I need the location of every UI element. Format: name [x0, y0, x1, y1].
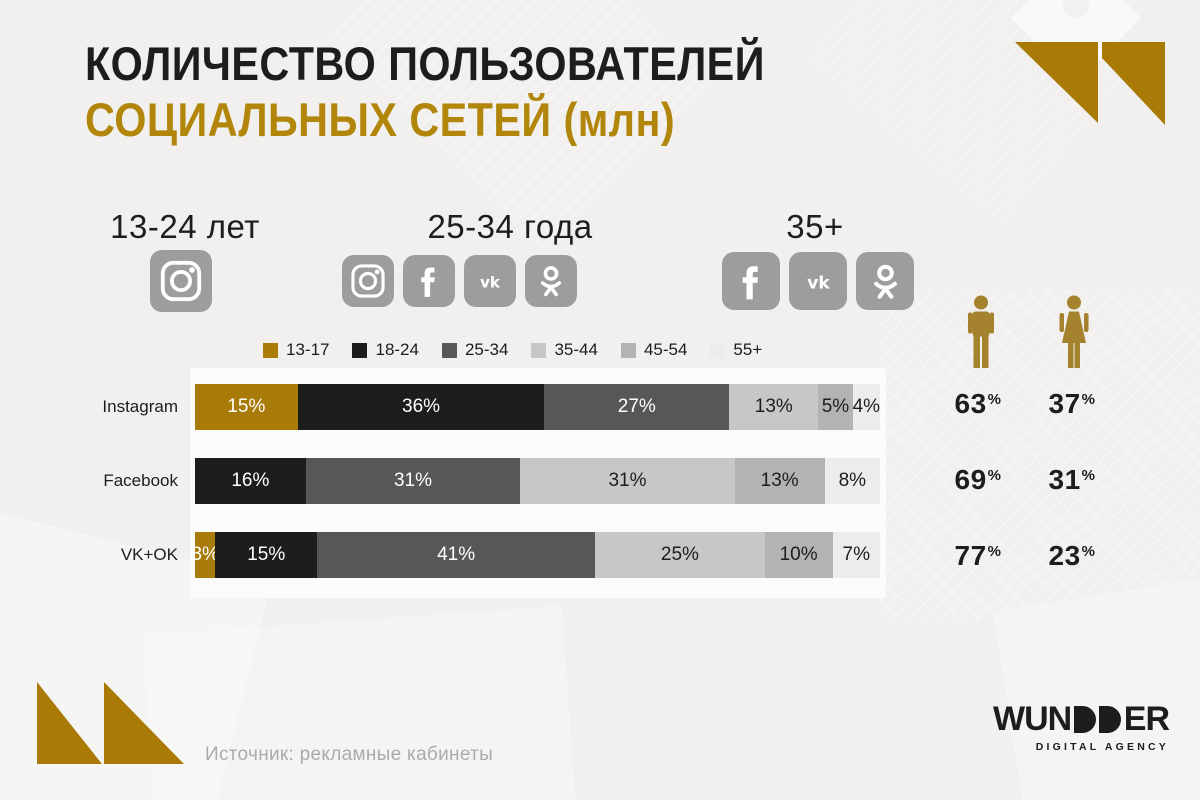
bar-row-label: VK+OK [120, 545, 178, 564]
bottom-left-arrow-right-sail [104, 682, 184, 764]
wunder-wordmark: WUN ER [993, 700, 1170, 739]
title-line-2: СОЦИАЛЬНЫХ СЕТЕЙ (млн) [85, 93, 676, 146]
legend-label: 25-34 [464, 340, 509, 359]
male-percent-VK+OK: 77% [954, 540, 1002, 571]
bar-row-Instagram: 15% 36% 27% 13% 5% 4% [195, 384, 880, 430]
legend-label: 35-44 [554, 340, 598, 359]
legend-swatch [352, 342, 368, 358]
wordmark-end: ER [1123, 700, 1170, 738]
legend-item-55+: 55+ [710, 340, 762, 360]
vk-icon: vk [464, 255, 516, 307]
facebook-icon [722, 252, 780, 310]
legend-item-18-24: 18-24 [352, 340, 419, 360]
legend-label: 13-17 [286, 340, 330, 359]
background-streaks [806, 0, 1134, 231]
wunder-logo: WUN ER DIGITAL AGENCY [993, 700, 1170, 753]
facebook-icon [403, 255, 455, 307]
background-photo-shape [142, 605, 578, 800]
bar-row-label: Instagram [102, 397, 178, 416]
age-icons-0 [150, 250, 212, 312]
title-line-1: КОЛИЧЕСТВО ПОЛЬЗОВАТЕЛЕЙ [85, 37, 765, 90]
legend-swatch [620, 342, 636, 358]
legend-item-35-44: 35-44 [531, 340, 598, 360]
bar-segment-18-24: 16% [195, 458, 306, 504]
male-percent-Facebook: 69% [954, 464, 1002, 495]
legend-item-45-54: 45-54 [620, 340, 688, 360]
age-group-label-35plus: 35+ [786, 208, 844, 245]
bar-segment-55+: 8% [824, 458, 881, 504]
vk-icon: vk [789, 252, 847, 310]
bar-segment-18-24: 36% [297, 384, 545, 430]
bar-segment-13-17: 15% [195, 384, 298, 430]
bar-segment-25-34: 27% [544, 384, 730, 430]
chart-legend: 13-17 18-24 25-34 35-44 45-54 55+ [263, 340, 762, 360]
svg-text:vk: vk [807, 273, 830, 293]
page-title: КОЛИЧЕСТВО ПОЛЬЗОВАТЕЛЕЙ СОЦИАЛЬНЫХ СЕТЕ… [85, 36, 765, 148]
bar-segment-18-24: 15% [215, 532, 318, 578]
bar-segment-35-44: 13% [729, 384, 819, 430]
bar-plot: 15% 36% 27% 13% 5% 4% 16% 31% 31% 13% 8% 3% 15% 41% 25… [190, 368, 886, 598]
bar-row-label: Facebook [103, 471, 178, 490]
male-icon [963, 295, 999, 374]
bar-row-Facebook: 16% 31% 31% 13% 8% [195, 458, 881, 504]
ok-icon [856, 252, 914, 310]
top-right-arrow-right-sail [1102, 42, 1165, 125]
legend-swatch [441, 342, 457, 358]
male-percent-Instagram: 63% [954, 388, 1002, 419]
bar-segment-45-54: 10% [764, 532, 833, 578]
svg-text:vk: vk [480, 273, 501, 291]
instagram-icon [150, 250, 212, 312]
bar-segment-35-44: 25% [595, 532, 765, 578]
ok-icon [525, 255, 577, 307]
bar-segment-55+: 4% [853, 384, 880, 430]
female-percent-VK+OK: 23% [1048, 540, 1096, 571]
logo-subtitle: DIGITAL AGENCY [1035, 741, 1169, 753]
female-percent-Facebook: 31% [1048, 464, 1096, 495]
bar-segment-25-34: 31% [305, 458, 521, 504]
bar-segment-45-54: 13% [734, 458, 825, 504]
bar-segment-45-54: 5% [818, 384, 853, 430]
legend-label: 45-54 [643, 340, 688, 359]
legend-label: 18-24 [375, 340, 419, 359]
age-icons-2: vk [722, 252, 914, 310]
female-icon [1056, 295, 1092, 374]
bar-segment-25-34: 41% [317, 532, 596, 578]
bar-segment-55+: 7% [832, 532, 880, 578]
wordmark-d-glyph [1074, 706, 1096, 733]
legend-item-13-17: 13-17 [263, 340, 329, 360]
female-percent-Instagram: 37% [1048, 388, 1096, 419]
age-group-label-13-24: 13-24 лет [110, 208, 260, 245]
legend-swatch [710, 342, 726, 358]
age-group-label-25-34: 25-34 года [427, 208, 593, 245]
bar-segment-13-17: 3% [191, 532, 219, 578]
legend-swatch [531, 342, 547, 358]
bar-segment-35-44: 31% [520, 458, 735, 504]
wordmark-start: WUN [993, 700, 1072, 738]
bar-row-VK+OK: 3% 15% 41% 25% 10% 7% [191, 532, 880, 578]
wordmark-d-glyph [1098, 706, 1121, 733]
top-right-arrow-left-sail [1015, 42, 1098, 123]
instagram-icon [342, 255, 394, 307]
legend-swatch [263, 342, 278, 358]
background-photo-shape [1010, 0, 1142, 84]
legend-label: 55+ [733, 340, 763, 359]
source-note: Источник: рекламные кабинеты [205, 744, 494, 765]
age-icons-1: vk [342, 255, 577, 307]
background-photo-shape [992, 571, 1200, 800]
legend-item-25-34: 25-34 [441, 340, 509, 360]
bottom-left-arrow-left-sail [37, 682, 102, 764]
